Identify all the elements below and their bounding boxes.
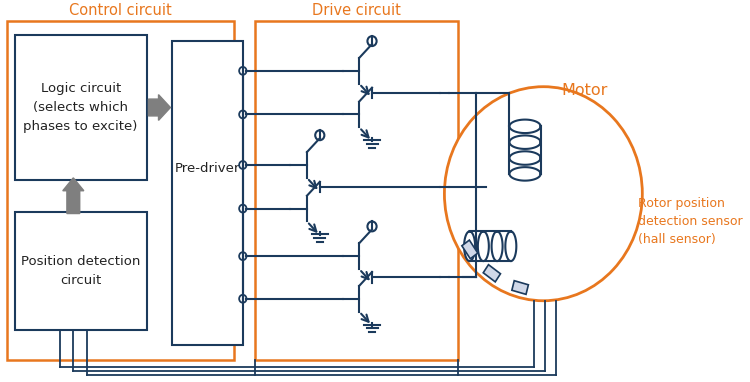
Bar <box>8 21 234 360</box>
Text: Control circuit: Control circuit <box>69 3 172 18</box>
Bar <box>15 212 146 330</box>
FancyArrow shape <box>63 178 84 214</box>
Text: Drive circuit: Drive circuit <box>312 3 401 18</box>
Bar <box>172 41 243 345</box>
Text: Logic circuit
(selects which
phases to excite): Logic circuit (selects which phases to e… <box>23 82 138 133</box>
Text: Motor: Motor <box>562 83 608 98</box>
Bar <box>462 240 478 259</box>
Bar <box>483 265 500 282</box>
Text: Pre-driver: Pre-driver <box>175 162 240 175</box>
Bar <box>255 21 458 360</box>
Bar <box>512 281 529 295</box>
Text: Rotor position
detection sensor
(hall sensor): Rotor position detection sensor (hall se… <box>638 197 742 246</box>
Bar <box>15 35 146 180</box>
Text: Position detection
circuit: Position detection circuit <box>21 255 140 287</box>
Circle shape <box>445 87 642 301</box>
FancyArrow shape <box>148 95 170 120</box>
